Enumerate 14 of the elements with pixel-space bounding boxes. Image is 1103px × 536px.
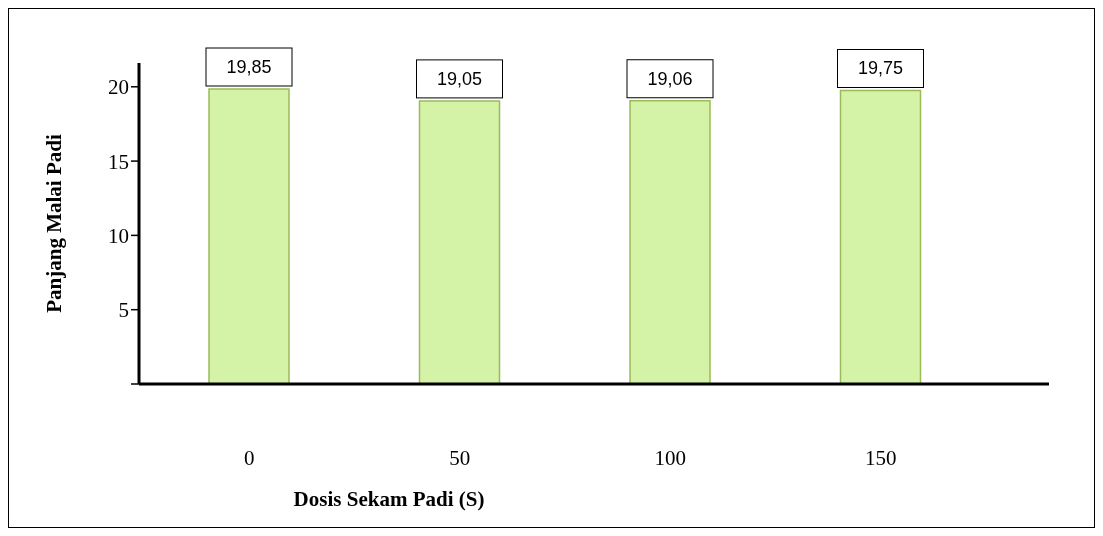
data-label: 19,75	[857, 58, 904, 79]
x-axis-title: Dosis Sekam Padi (S)	[292, 487, 486, 512]
y-axis-title: Panjang Malai Padi	[42, 134, 67, 313]
y-tick-label: 5	[118, 298, 129, 323]
x-tick-label: 100	[654, 445, 686, 470]
data-label: 19,85	[226, 57, 272, 78]
y-tick-label: 15	[108, 149, 129, 174]
x-tick-label: 50	[449, 445, 471, 470]
y-tick-label: 20	[108, 75, 129, 100]
data-label: 19,06	[647, 68, 693, 89]
y-tick-label: 10	[108, 223, 129, 248]
x-tick-label: 150	[865, 445, 897, 470]
data-label: 19,05	[436, 68, 483, 89]
x-tick-label: 0	[244, 445, 255, 470]
